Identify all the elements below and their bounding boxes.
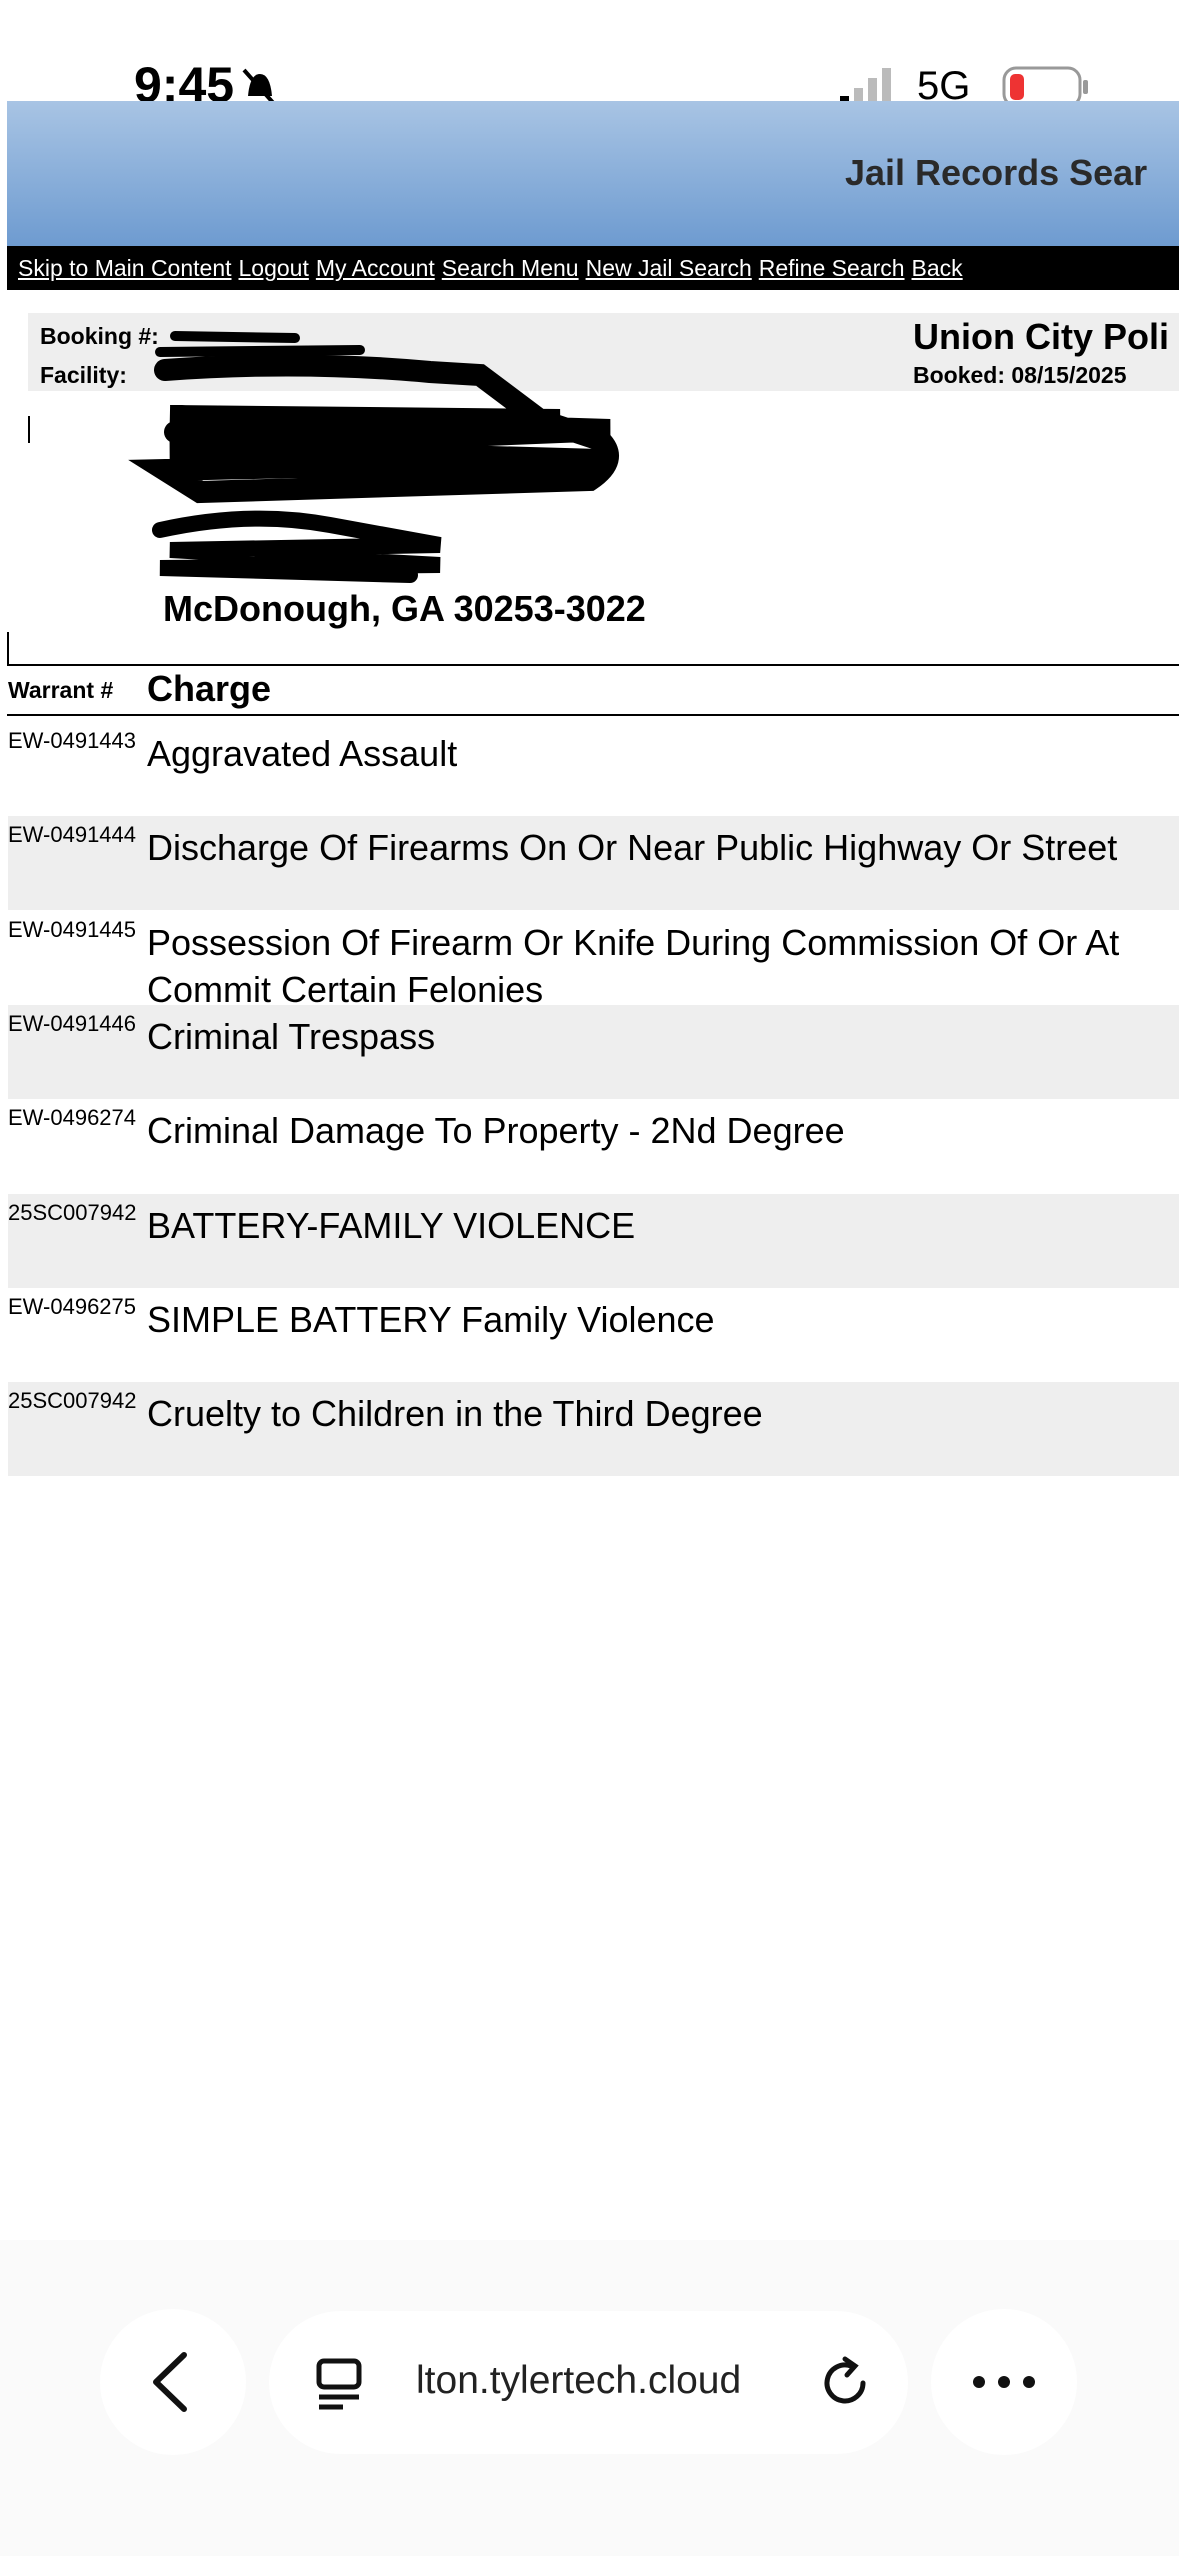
nav-link[interactable]: Logout <box>238 255 309 281</box>
nav-bar: Skip to Main Content Logout My Account Sear… <box>7 246 1179 290</box>
charge: BATTERY-FAMILY VIOLENCE <box>147 1204 636 1246</box>
address: McDonough, GA 30253-3022 <box>163 588 646 629</box>
charge: Cruelty to Children in the Third Degree <box>147 1393 763 1435</box>
back-button[interactable] <box>100 2309 246 2455</box>
charge: Aggravated Assault <box>147 733 458 774</box>
warrant-number: EW-0491444 <box>8 822 137 848</box>
charge: Criminal Damage To Property - 2Nd Degree <box>147 1110 845 1152</box>
charge-row: EW-0491444 Discharge Of Firearms On Or Ne… <box>8 816 1179 911</box>
warrant-number: EW-0491443 <box>8 728 137 753</box>
nav-link[interactable]: My Account <box>315 255 435 281</box>
warrant-number: 25SC007942 <box>8 1388 137 1414</box>
column-header: Charge <box>147 668 272 709</box>
url: lton.tylertech.cloud <box>416 2359 742 2402</box>
charge-row: 25SC007942 Cruelty to Children in the Thi… <box>8 1382 1179 1477</box>
booked-date: Booked: 08/15/2025 <box>913 362 1127 388</box>
charge: Discharge Of Firearms On Or Near Public … <box>147 827 1118 869</box>
divider <box>7 632 9 665</box>
header-banner <box>7 101 1179 246</box>
more-button[interactable] <box>931 2309 1077 2455</box>
nav-link[interactable]: Refine Search <box>758 255 905 281</box>
column-header: Warrant # <box>8 677 114 703</box>
nav-link[interactable]: Search Menu <box>441 255 579 281</box>
nav-link[interactable]: New Jail Search <box>585 255 752 281</box>
charge-row: EW-0491445 Possession Of Firearm Or Knife… <box>8 911 1179 1005</box>
divider <box>7 664 1179 666</box>
nav-link[interactable]: Back <box>911 255 963 281</box>
agency: Union City Poli <box>913 316 1169 357</box>
warrant-number: EW-0496275 <box>8 1293 137 1319</box>
charge: Possession Of Firearm Or Knife During Co… <box>147 919 1119 1005</box>
url-bar[interactable]: lton.tylertech.cloud <box>269 2311 908 2454</box>
charge-row: EW-0491443 Aggravated Assault <box>8 722 1179 816</box>
divider <box>7 714 1179 716</box>
charge-row: EW-0496275 SIMPLE BATTERY Family Violence <box>8 1288 1179 1382</box>
charge-row: EW-0491446 Criminal Trespass <box>8 1004 1179 1099</box>
warrant-number: EW-0491445 <box>8 916 137 942</box>
nav-link[interactable]: Skip to Main Content <box>18 255 232 281</box>
warrant-number: EW-0496274 <box>8 1105 137 1131</box>
warrant-number: EW-0491446 <box>8 1010 137 1036</box>
booking-label: Booking #: <box>40 323 159 349</box>
warrant-number: 25SC007942 <box>8 1199 137 1225</box>
header-title: Jail Records Sear <box>845 152 1148 193</box>
charge: Criminal Trespass <box>147 1015 436 1057</box>
facility-label: Facility: <box>40 362 127 388</box>
charge-row: 25SC007942 BATTERY-FAMILY VIOLENCE <box>8 1193 1179 1288</box>
charge-continuation: Commit Certain Felonies <box>147 968 544 1005</box>
mute-icon <box>242 68 278 108</box>
network: 5G <box>917 64 971 108</box>
redaction <box>28 331 619 583</box>
charge-row: EW-0496274 Criminal Damage To Property - … <box>8 1099 1179 1193</box>
charge: SIMPLE BATTERY Family Violence <box>147 1298 715 1340</box>
